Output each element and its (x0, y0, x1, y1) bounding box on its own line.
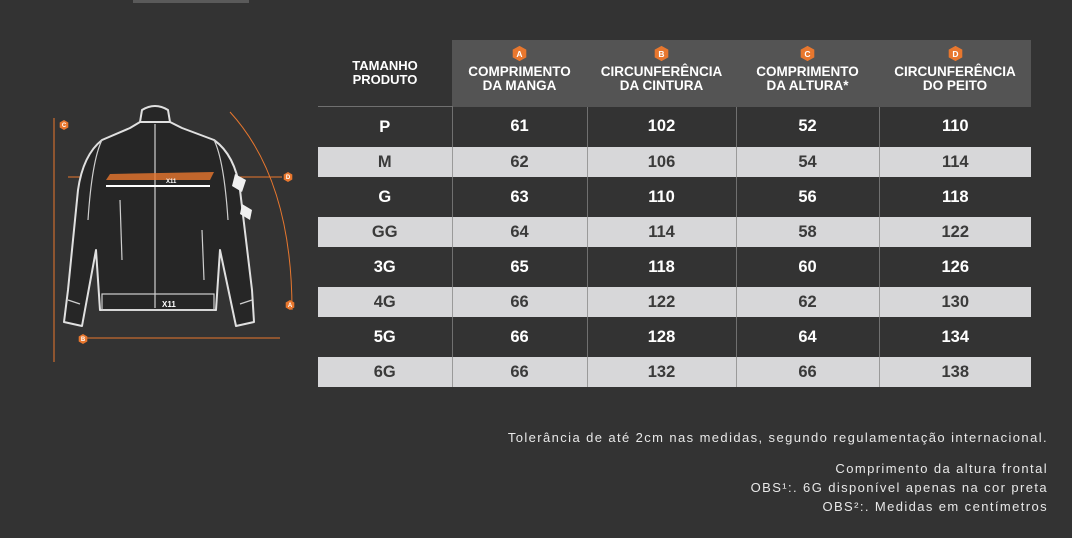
chest-cell: 134 (878, 317, 1031, 357)
svg-text:A: A (288, 303, 293, 309)
jacket-waistband (101, 293, 215, 311)
badge-a-icon: A (512, 45, 527, 62)
top-divider (133, 0, 249, 3)
height-cell: 54 (735, 147, 879, 177)
size-cell: M (318, 147, 452, 177)
table-row: P 61 102 52 110 (318, 106, 1031, 147)
badge-b-icon: B (78, 334, 88, 344)
height-cell: 60 (735, 247, 879, 287)
chest-cell: 118 (878, 177, 1031, 217)
chest-circumference-header: D CIRCUNFERÊNCIA DO PEITO (879, 40, 1031, 107)
badge-a-icon: A (285, 300, 295, 310)
obs2-note: OBS²:. Medidas em centímetros (822, 499, 1048, 514)
height-cell: 56 (735, 177, 879, 217)
sleeve-cell: 62 (451, 147, 587, 177)
chest-cell: 122 (878, 217, 1031, 247)
svg-text:C: C (62, 123, 67, 129)
svg-text:D: D (952, 49, 958, 59)
height-cell: 64 (735, 317, 879, 357)
badge-b-icon: B (654, 45, 669, 62)
waist-cell: 128 (586, 317, 736, 357)
size-table: TAMANHO PRODUTO A COMPRIMENTO DA MANGA B… (318, 40, 1031, 387)
left-sleeve-seam (87, 139, 103, 221)
sleeve-panel-lower (240, 204, 252, 220)
svg-text:A: A (516, 49, 522, 59)
chest-cell: 130 (878, 287, 1031, 317)
badge-d-icon: D (948, 45, 962, 62)
jacket-collar (139, 105, 171, 123)
table-row: 4G 66 122 62 130 (318, 287, 1031, 317)
chest-logo: X11 (166, 179, 177, 185)
waist-cell: 106 (586, 147, 736, 177)
waist-cell: 118 (586, 247, 736, 287)
size-cell: 5G (318, 317, 452, 357)
size-cell: G (318, 177, 452, 217)
waist-circumference-header: B CIRCUNFERÊNCIA DA CINTURA (587, 40, 736, 107)
size-cell: GG (318, 217, 452, 247)
height-cell: 52 (735, 106, 879, 147)
svg-text:B: B (658, 49, 664, 59)
height-cell: 58 (735, 217, 879, 247)
svg-text:B: B (81, 337, 86, 343)
waist-cell: 122 (586, 287, 736, 317)
waist-cell: 102 (586, 106, 736, 147)
right-pocket (201, 229, 205, 281)
obs1-note: OBS¹:. 6G disponível apenas na cor preta (750, 480, 1048, 495)
svg-text:C: C (804, 49, 810, 59)
sleeve-cell: 65 (451, 247, 587, 287)
waist-cell: 110 (586, 177, 736, 217)
badge-d-icon: D (283, 172, 293, 182)
table-row: 5G 66 128 64 134 (318, 317, 1031, 357)
table-row: 6G 66 132 66 138 (318, 357, 1031, 387)
chest-cell: 110 (878, 106, 1031, 147)
sleeve-cell: 66 (451, 287, 587, 317)
tolerance-note: Tolerância de até 2cm nas medidas, segun… (507, 430, 1048, 445)
sleeve-cell: 64 (451, 217, 587, 247)
size-cell: 3G (318, 247, 452, 287)
chest-stripe (106, 172, 214, 180)
table-row: 3G 65 118 60 126 (318, 247, 1031, 287)
height-cell: 66 (735, 357, 879, 387)
sleeve-cell: 66 (451, 317, 587, 357)
chest-cell: 138 (878, 357, 1031, 387)
left-pocket (119, 199, 123, 261)
size-cell: P (318, 106, 452, 147)
sleeve-measure-line (229, 111, 293, 311)
waist-cell: 132 (586, 357, 736, 387)
sleeve-length-header: A COMPRIMENTO DA MANGA (452, 40, 587, 107)
right-sleeve-seam (213, 139, 229, 221)
svg-text:D: D (286, 175, 291, 181)
sleeve-cell: 63 (451, 177, 587, 217)
badge-c-icon: C (800, 45, 815, 62)
table-header: TAMANHO PRODUTO A COMPRIMENTO DA MANGA B… (318, 40, 1031, 107)
sleeve-panel (232, 174, 246, 192)
size-column-header: TAMANHO PRODUTO (318, 40, 452, 107)
sleeve-cell: 61 (451, 106, 587, 147)
height-cell: 62 (735, 287, 879, 317)
chest-cell: 126 (878, 247, 1031, 287)
sleeve-cell: 66 (451, 357, 587, 387)
height-note: Comprimento da altura frontal (835, 461, 1048, 476)
size-cell: 4G (318, 287, 452, 317)
size-cell: 6G (318, 357, 452, 387)
chest-cell: 114 (878, 147, 1031, 177)
table-row: G 63 110 56 118 (318, 177, 1031, 217)
badge-c-icon: C (59, 120, 69, 130)
height-length-header: C COMPRIMENTO DA ALTURA* (736, 40, 879, 107)
table-row: M 62 106 54 114 (318, 147, 1031, 177)
jacket-body (63, 121, 255, 327)
table-row: GG 64 114 58 122 (318, 217, 1031, 247)
jacket-diagram: X11 X11 C D A B (53, 105, 295, 362)
waist-logo: X11 (162, 300, 176, 309)
waist-cell: 114 (586, 217, 736, 247)
